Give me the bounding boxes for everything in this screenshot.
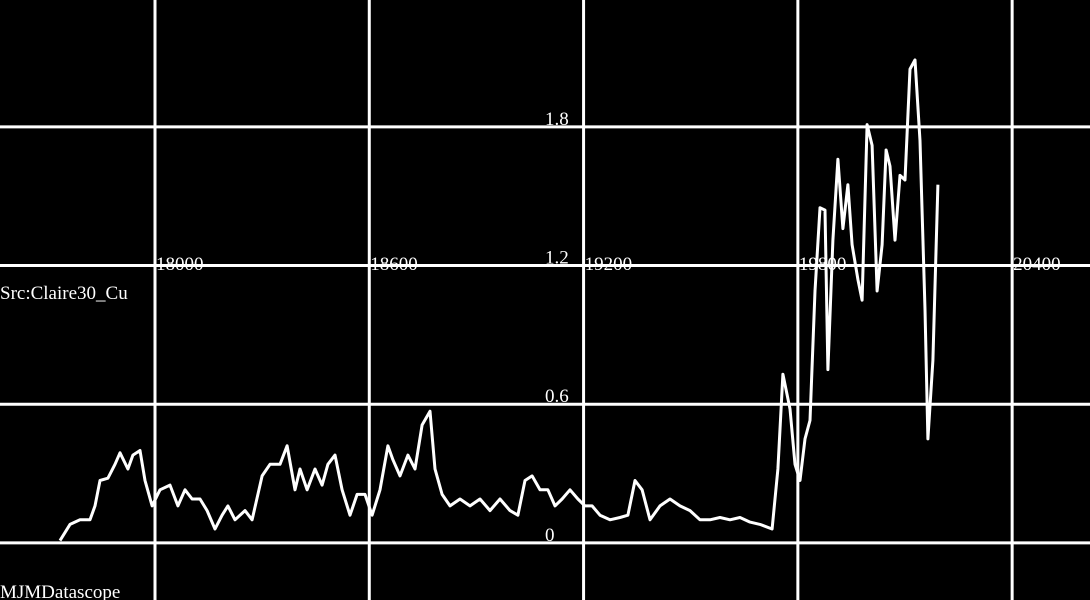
source-label: Src:Claire30_Cu [0,283,128,304]
x-tick-label: 18600 [370,254,418,275]
x-tick-label: 19800 [799,254,847,275]
y-tick-label: 0.6 [545,386,569,407]
y-tick-label: 1.8 [545,109,569,130]
x-tick-label: 19200 [585,254,633,275]
data-line [58,58,940,542]
app-label: MJMDatascope [0,582,120,600]
y-tick-label: 0 [545,525,555,546]
x-tick-label: 20400 [1013,254,1060,275]
x-tick-label: 18000 [156,254,204,275]
y-tick-label: 1.2 [545,248,569,269]
